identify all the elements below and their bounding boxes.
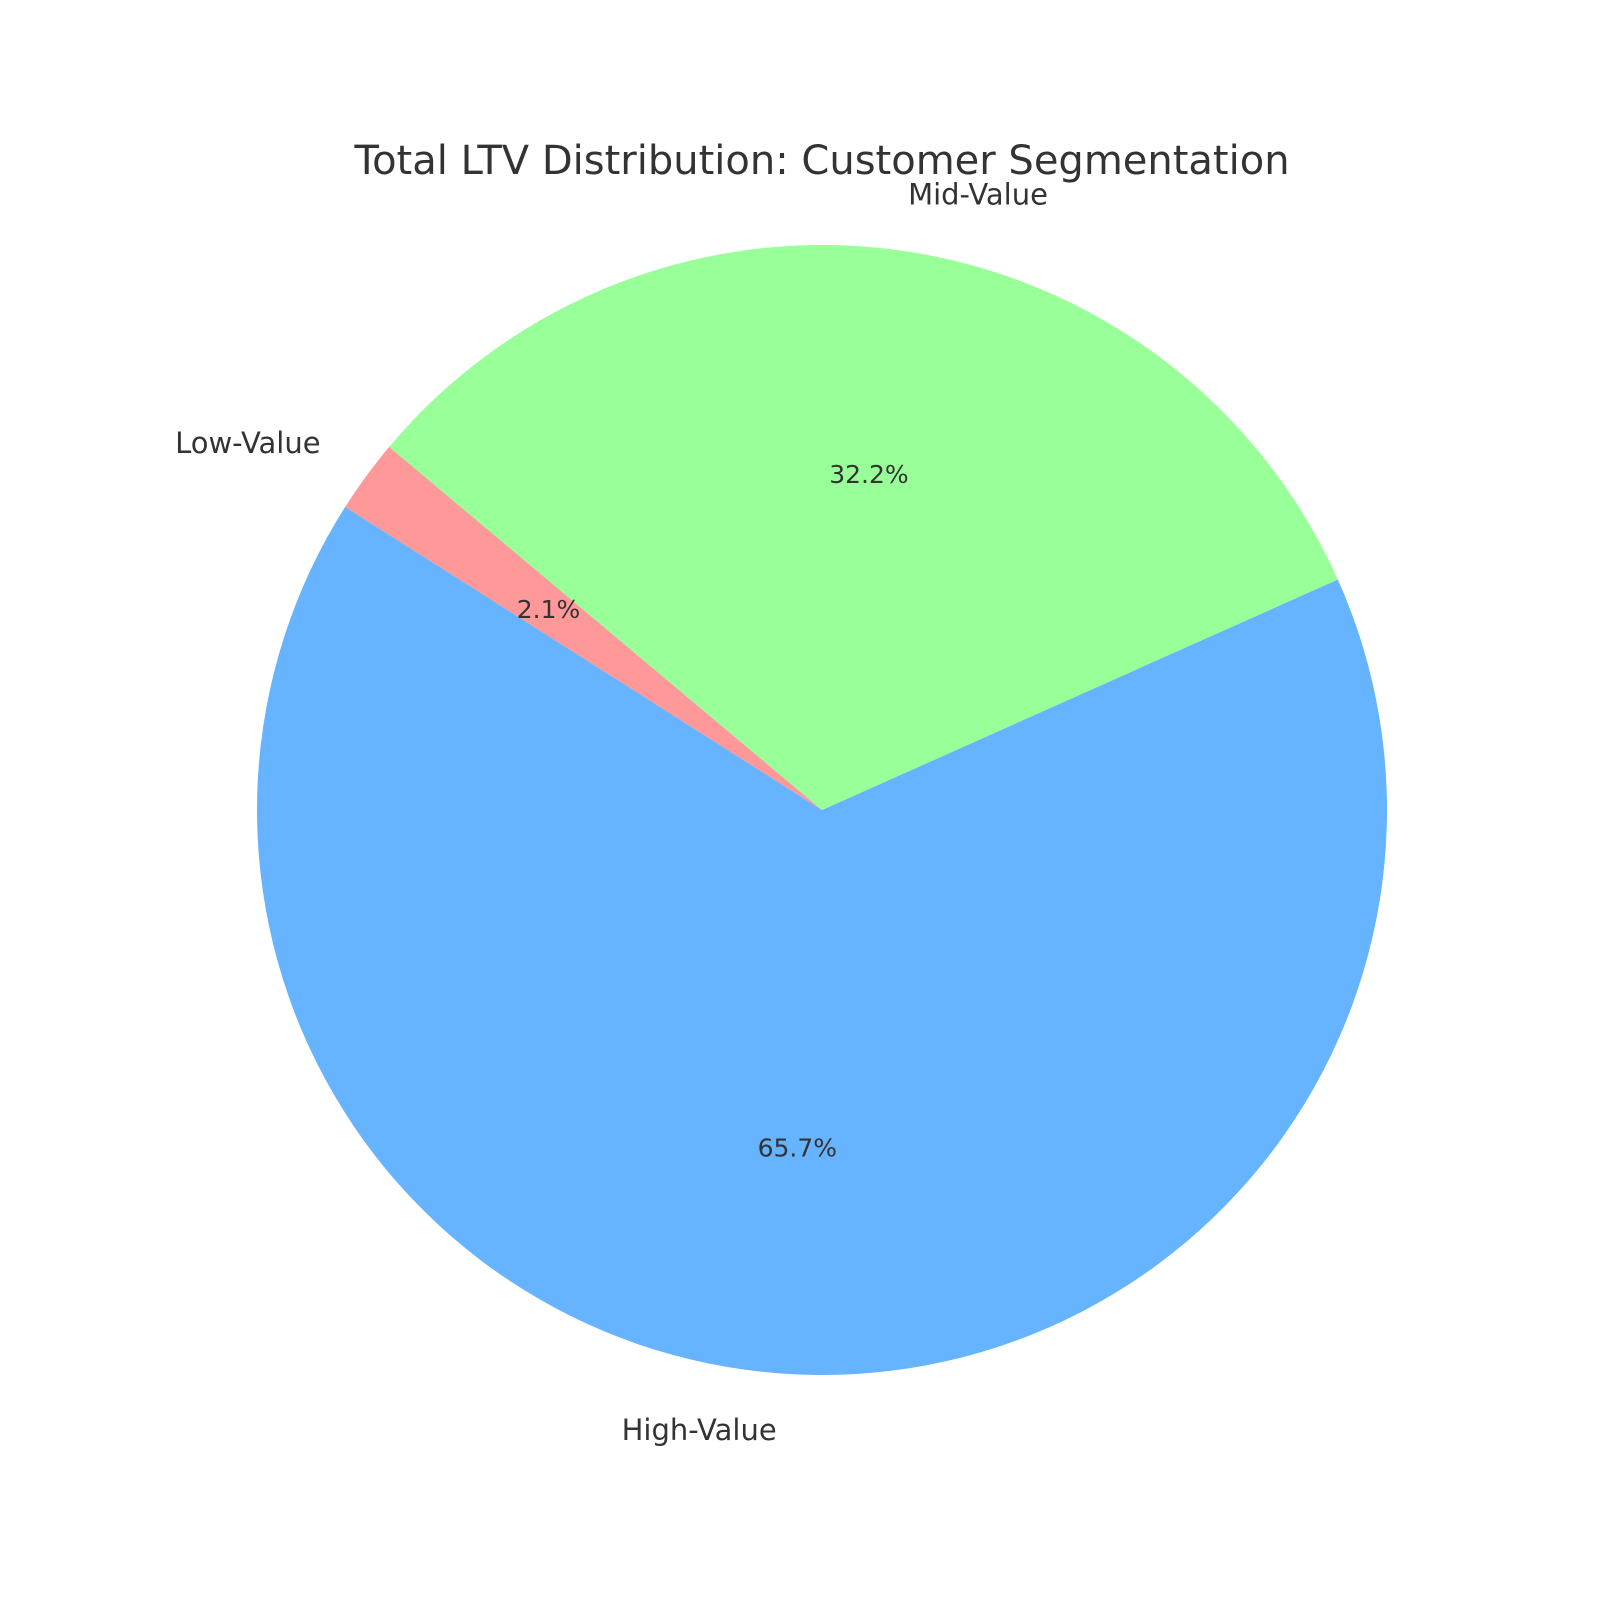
slice-label-high-value: High-Value — [622, 1413, 777, 1447]
pie-slices — [256, 244, 1388, 1375]
pie-slice-mid-value — [389, 244, 1338, 811]
pie-slice-high-value — [256, 506, 1388, 1375]
pie-labels: Low-Value 2.1% High-Value 65.7% Mid-Value 32.… — [175, 177, 1048, 1446]
slice-pct-mid-value: 32.2% — [829, 460, 908, 489]
pie-slice-low-value — [345, 446, 822, 810]
slice-pct-high-value: 65.7% — [758, 1134, 837, 1163]
slice-label-mid-value: Mid-Value — [908, 177, 1048, 211]
slice-pct-low-value: 2.1% — [517, 595, 581, 624]
slice-label-low-value: Low-Value — [175, 426, 321, 460]
chart-title: Total LTV Distribution: Customer Segment… — [353, 138, 1289, 184]
